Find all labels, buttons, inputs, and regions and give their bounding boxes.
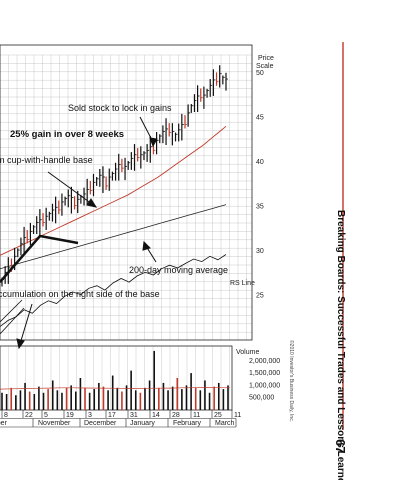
date-tick-label: 22 <box>25 412 33 419</box>
month-label: November <box>38 420 71 427</box>
date-tick-label: 11 <box>234 412 241 419</box>
rs-line-label: RS Line <box>230 280 255 287</box>
base-line-1 <box>0 299 23 323</box>
month-label: February <box>173 420 202 427</box>
annotation-breakout: Breakout from cup-with-handle base <box>0 155 93 165</box>
date-tick-label: 5 <box>44 412 48 419</box>
rs-path <box>0 254 227 327</box>
running-head: Breaking Boards: Successful Trades and L… <box>335 210 346 480</box>
cup-handle-sketch <box>0 234 79 283</box>
volume-bars <box>1 350 229 410</box>
price-axis-ticks: 25 30 35 40 45 50 <box>256 70 264 300</box>
volume-axis-title: Volume <box>236 349 259 356</box>
month-label: January <box>130 420 155 427</box>
price-tick-label: 30 <box>256 248 264 255</box>
annotation-sold: Sold stock to lock in gains <box>68 103 172 113</box>
price-axis-title-1: Price <box>258 55 274 62</box>
volume-panel-frame <box>0 345 233 411</box>
ma-200-line <box>0 204 227 270</box>
copyright-credit: ©2010 Investor's Business Daily, Inc. <box>288 340 295 422</box>
rs-line <box>0 254 227 327</box>
annotation-arrows <box>0 116 158 350</box>
date-tick-label: 8 <box>4 412 8 419</box>
volume-tick-label: 1,000,000 <box>249 382 280 389</box>
base-line-2 <box>0 307 25 335</box>
arrow-ma200-head <box>142 240 151 251</box>
volume-grid <box>0 345 233 411</box>
price-panel-frame <box>0 44 253 341</box>
annotation-accumulation: Accumulation on the right side of the ba… <box>0 289 160 299</box>
arrow-accumulation <box>19 303 33 345</box>
date-tick-label: 28 <box>172 412 180 419</box>
price-tick-label: 45 <box>256 114 264 121</box>
month-axis-labels: October November December January February Ma… <box>0 418 237 427</box>
date-tick-label: 25 <box>214 412 222 419</box>
arrow-breakout <box>47 171 93 205</box>
date-tick-label: 3 <box>88 412 92 419</box>
price-tick-label: 25 <box>256 292 264 299</box>
arrow-sold-head <box>149 137 158 148</box>
annotation-gain: 25% gain in over 8 weeks <box>10 129 124 140</box>
price-tick-label: 40 <box>256 159 264 166</box>
month-label: October <box>0 420 8 427</box>
date-tick-label: 17 <box>108 412 116 419</box>
month-label: December <box>84 420 117 427</box>
date-tick-label: 14 <box>152 412 160 419</box>
page-number: 67 <box>333 439 348 453</box>
volume-tick-label: 500,000 <box>249 395 274 402</box>
date-tick-label: 19 <box>66 412 74 419</box>
volume-ma-line <box>0 387 231 390</box>
arrow-breakout-head <box>86 198 98 208</box>
date-axis-ticks: 8 22 5 19 3 17 31 14 28 11 25 11 <box>0 410 241 428</box>
annotation-ma200: 200-day moving average <box>129 265 228 275</box>
date-tick-label: 11 <box>193 412 200 419</box>
price-tick-label: 35 <box>256 203 264 210</box>
volume-axis-ticks: 2,000,000 1,500,000 1,000,000 500,000 <box>249 358 280 402</box>
price-tick-label: 50 <box>256 70 264 77</box>
arrow-accumulation-head <box>16 338 25 350</box>
month-label: March <box>215 420 235 427</box>
price-bars <box>1 65 228 287</box>
ma-200-path <box>0 204 227 270</box>
date-tick-label: 31 <box>130 412 138 419</box>
volume-tick-label: 2,000,000 <box>249 358 280 365</box>
price-grid <box>0 44 253 341</box>
volume-tick-label: 1,500,000 <box>249 370 280 377</box>
price-axis-title-2: Scale <box>256 63 274 70</box>
volume-ma-path <box>0 387 231 390</box>
